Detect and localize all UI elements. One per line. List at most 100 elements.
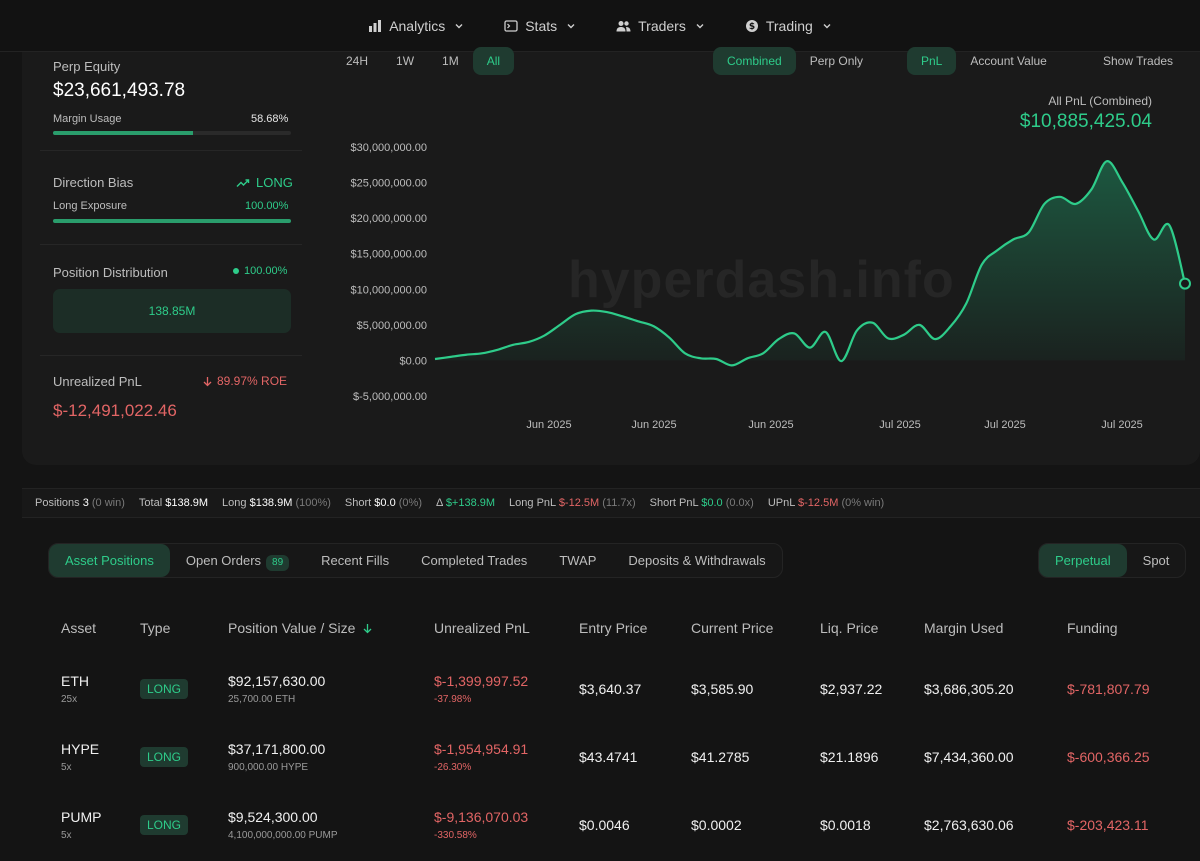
current-price: $0.0002 xyxy=(691,817,742,833)
col-header-entry-price[interactable]: Entry Price xyxy=(579,620,648,636)
liq-price: $0.0018 xyxy=(820,817,871,833)
sort-arrow-down-icon xyxy=(363,623,372,633)
asset-leverage: 5x xyxy=(61,762,72,773)
margin-usage-bar-fill xyxy=(53,131,193,135)
col-header-liq-price[interactable]: Liq. Price xyxy=(820,620,879,636)
liq-price: $2,937.22 xyxy=(820,681,883,697)
entry-price: $43.4741 xyxy=(579,749,638,765)
long-exposure-bar xyxy=(53,219,291,223)
tab-asset-positions[interactable]: Asset Positions xyxy=(49,544,170,577)
bar-chart-icon xyxy=(369,19,382,32)
tab-twap[interactable]: TWAP xyxy=(559,553,597,568)
timeframe-24h[interactable]: 24H xyxy=(346,54,369,68)
toggle-spot[interactable]: Spot xyxy=(1142,553,1170,568)
positions-tabs: Asset Positions Open Orders 89 Recent Fil… xyxy=(48,543,783,578)
entry-price: $3,640.37 xyxy=(579,681,642,697)
long-exposure-label: Long Exposure xyxy=(53,200,127,212)
metric-pnl[interactable]: PnL xyxy=(907,47,957,75)
unrealized-pnl-pct: -330.58% xyxy=(434,830,477,841)
margin-usage-label: Margin Usage xyxy=(53,113,122,125)
perp-equity-value: $23,661,493.78 xyxy=(53,80,186,101)
margin-used: $3,686,305.20 xyxy=(924,681,1014,697)
position-type-badge: LONG xyxy=(140,815,189,835)
funding: $-781,807.79 xyxy=(1067,681,1150,697)
margin-used: $2,763,630.06 xyxy=(924,817,1014,833)
tab-completed-trades[interactable]: Completed Trades xyxy=(421,553,528,568)
pnl-area xyxy=(435,161,1185,366)
chevron-down-icon xyxy=(567,23,575,28)
direction-bias-label: Direction Bias xyxy=(53,175,134,190)
position-value: $37,171,800.00 xyxy=(228,741,326,757)
long-exposure-bar-fill xyxy=(53,219,291,223)
dollar-icon: $ xyxy=(745,19,758,32)
timeframe-all[interactable]: All xyxy=(472,47,515,75)
stat-long: Long $138.9M (100%) xyxy=(222,497,331,509)
nav-trading-label: Trading xyxy=(765,17,813,34)
col-header-position-value-label: Position Value / Size xyxy=(228,620,356,636)
toggle-perpetual[interactable]: Perpetual xyxy=(1039,544,1127,577)
position-distribution-bar[interactable]: 138.85M xyxy=(53,289,291,333)
col-header-current-price[interactable]: Current Price xyxy=(691,620,774,636)
timeframe-1m[interactable]: 1M xyxy=(442,54,459,68)
direction-bias-value: LONG xyxy=(236,175,293,190)
col-header-asset[interactable]: Asset xyxy=(61,620,97,636)
y-tick-label: $15,000,000.00 xyxy=(351,249,427,261)
chevron-down-icon xyxy=(823,23,831,28)
long-exposure-value: 100.00% xyxy=(245,200,289,212)
nav-traders-label: Traders xyxy=(638,17,686,34)
nav-analytics[interactable]: Analytics xyxy=(348,0,484,52)
tab-recent-fills[interactable]: Recent Fills xyxy=(321,553,390,568)
nav-trading[interactable]: $ Trading xyxy=(725,0,852,52)
stat-upnl: UPnL $-12.5M (0% win) xyxy=(767,497,885,509)
x-tick-label: Jul 2025 xyxy=(879,419,921,431)
nav-traders[interactable]: Traders xyxy=(596,0,725,52)
position-distribution-label: Position Distribution xyxy=(53,265,168,280)
open-orders-count-badge: 89 xyxy=(266,555,290,571)
timeframe-1w[interactable]: 1W xyxy=(396,54,415,68)
pnl-endpoint[interactable] xyxy=(1179,277,1191,290)
chevron-down-icon xyxy=(455,23,463,28)
nav-stats-label: Stats xyxy=(525,17,558,34)
positions-stats-strip: Positions 3 (0 win) Total $138.9M Long $… xyxy=(22,488,1200,518)
view-perp-only[interactable]: Perp Only xyxy=(809,54,864,68)
view-combined[interactable]: Combined xyxy=(713,47,796,75)
show-trades-button[interactable]: Show Trades xyxy=(1103,54,1174,68)
stat-long-pnl: Long PnL $-12.5M (11.7x) xyxy=(509,497,636,509)
col-header-margin-used[interactable]: Margin Used xyxy=(924,620,1004,636)
unrealized-pnl-value: $-12,491,022.46 xyxy=(53,401,177,420)
col-header-type[interactable]: Type xyxy=(140,620,171,636)
unrealized-pnl-roe-text: 89.97% ROE xyxy=(217,374,288,388)
nav-stats[interactable]: Stats xyxy=(484,0,596,52)
svg-text:$: $ xyxy=(749,22,755,32)
x-tick-label: Jun 2025 xyxy=(526,419,571,431)
margin-usage-value: 58.68% xyxy=(251,113,289,125)
market-toggle: Perpetual Spot xyxy=(1038,543,1187,578)
top-nav: Analytics Stats Traders $ Trading xyxy=(0,0,1200,52)
stat-short-pnl: Short PnL $0.0 (0.0x) xyxy=(649,497,754,509)
entry-price: $0.0046 xyxy=(579,817,630,833)
position-value: $9,524,300.00 xyxy=(228,809,318,825)
y-tick-label: $25,000,000.00 xyxy=(351,178,427,190)
unrealized-pnl: $-1,399,997.52 xyxy=(434,673,529,689)
chevron-down-icon xyxy=(696,23,704,28)
position-distribution-value: 100.00% xyxy=(233,265,287,277)
tab-deposits-withdrawals[interactable]: Deposits & Withdrawals xyxy=(628,553,766,568)
tab-open-orders[interactable]: Open Orders 89 xyxy=(170,544,305,577)
position-distribution-pct: 100.00% xyxy=(244,265,288,277)
direction-bias-text: LONG xyxy=(256,175,293,190)
metric-toggle: PnL Account Value xyxy=(907,47,1061,75)
col-header-unrealized-pnl[interactable]: Unrealized PnL xyxy=(434,620,530,636)
asset-symbol: PUMP xyxy=(61,809,102,825)
col-header-position-value[interactable]: Position Value / Size xyxy=(228,620,372,636)
position-type-badge: LONG xyxy=(140,679,189,699)
col-header-funding[interactable]: Funding xyxy=(1067,620,1118,636)
asset-symbol: ETH xyxy=(61,673,89,689)
chart-header-label: All PnL (Combined) xyxy=(1048,94,1152,108)
pnl-line xyxy=(434,160,1187,367)
tab-open-orders-label: Open Orders xyxy=(185,553,262,568)
position-distribution-amount: 138.85M xyxy=(148,304,196,318)
x-tick-label: Jul 2025 xyxy=(1101,419,1143,431)
unrealized-pnl-pct: -26.30% xyxy=(434,762,472,773)
metric-account-value[interactable]: Account Value xyxy=(970,54,1047,68)
unrealized-pnl-pct: -37.98% xyxy=(434,694,472,705)
